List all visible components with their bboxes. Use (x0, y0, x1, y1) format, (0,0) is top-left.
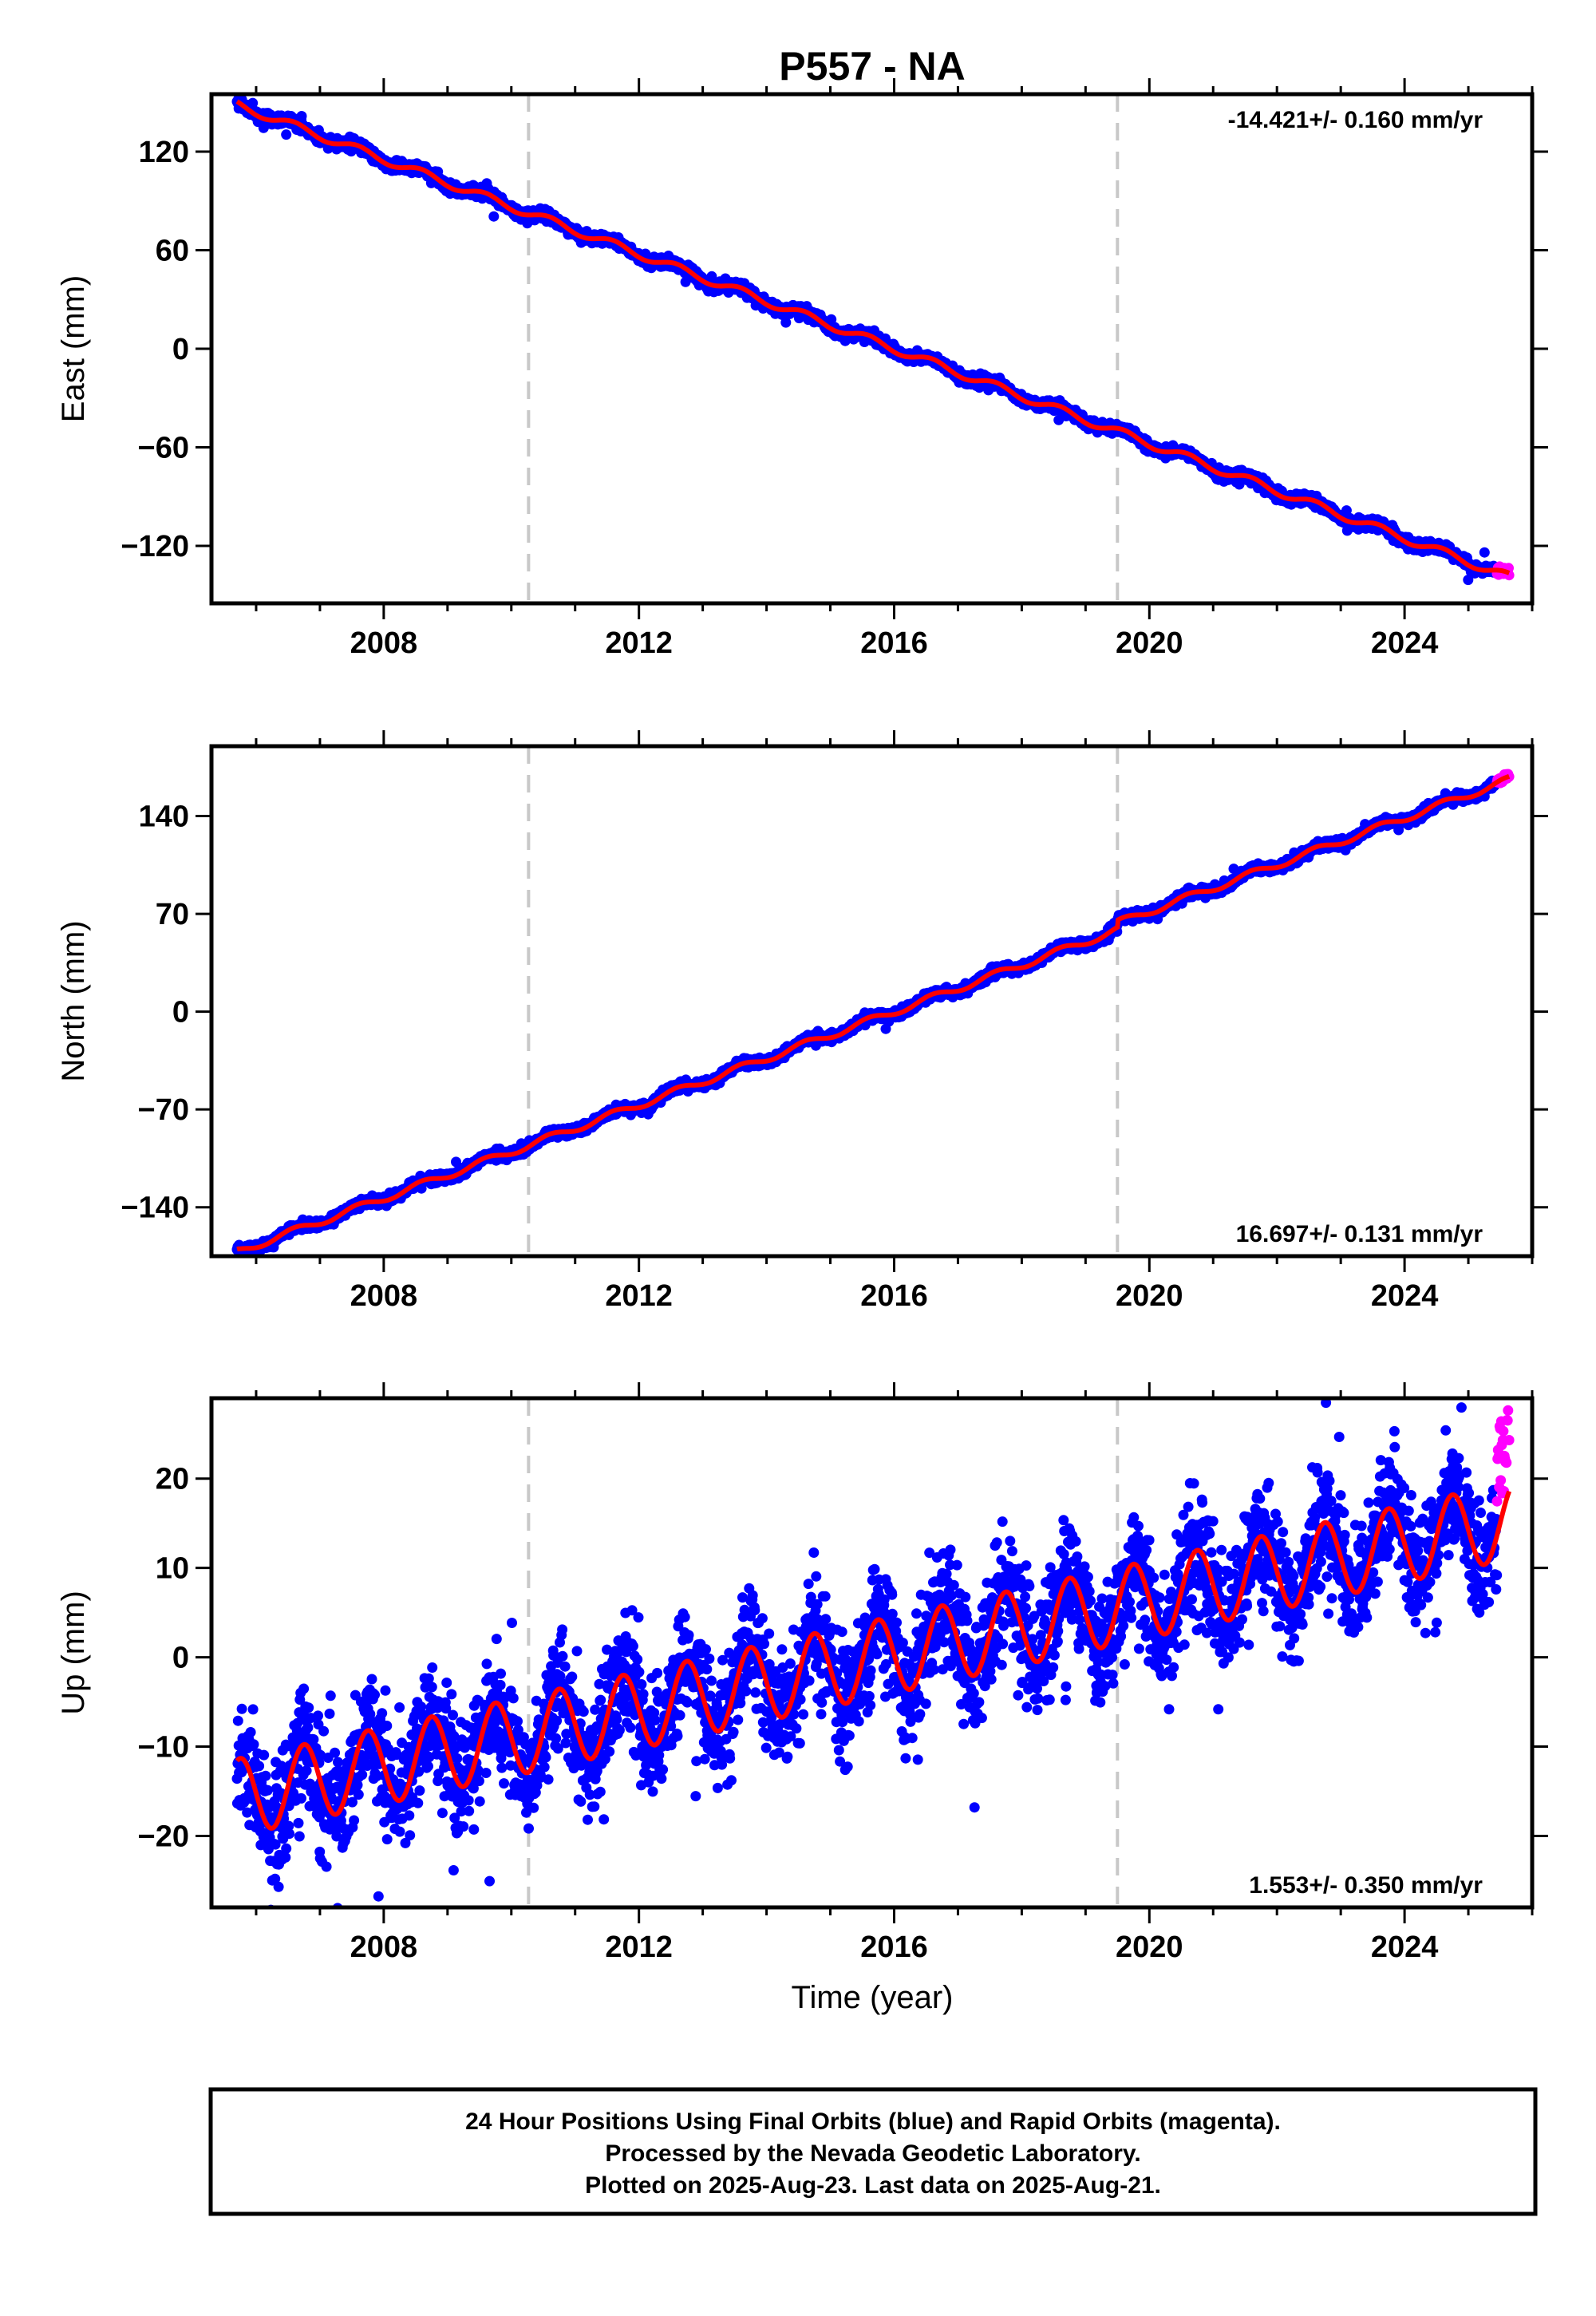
y-tick-label: 120 (139, 136, 189, 169)
final-orbit-point (780, 317, 792, 328)
x-tick-label: 2012 (605, 626, 673, 660)
x-tick-label: 2008 (350, 626, 418, 660)
model-fit-line (235, 99, 1511, 575)
y-tick-label: 60 (156, 235, 189, 268)
x-tick-label: 2024 (1371, 626, 1439, 660)
final-orbit-point (1341, 505, 1352, 516)
velocity-annotation: -14.421+/- 0.160 mm/yr (1228, 107, 1483, 133)
final-orbit-point (488, 211, 500, 222)
final-orbit-point (1479, 547, 1490, 558)
x-tick-label: 2016 (860, 626, 928, 660)
x-tick-label: 2020 (1116, 626, 1183, 660)
final-orbit-point (281, 129, 292, 140)
figure-title: P557 - NA (779, 44, 965, 89)
y-tick-label: −120 (120, 530, 189, 563)
y-tick-label: 0 (172, 333, 189, 366)
y-tick-label: −60 (138, 431, 189, 464)
east-panel: 2008 2012 2016 2020 2024 −120 −60 0 60 120 East (m… (56, 78, 1548, 660)
y-axis-label: East (mm) (56, 275, 91, 422)
final-orbit-point (296, 111, 307, 121)
final-orbit-point (1463, 575, 1474, 586)
